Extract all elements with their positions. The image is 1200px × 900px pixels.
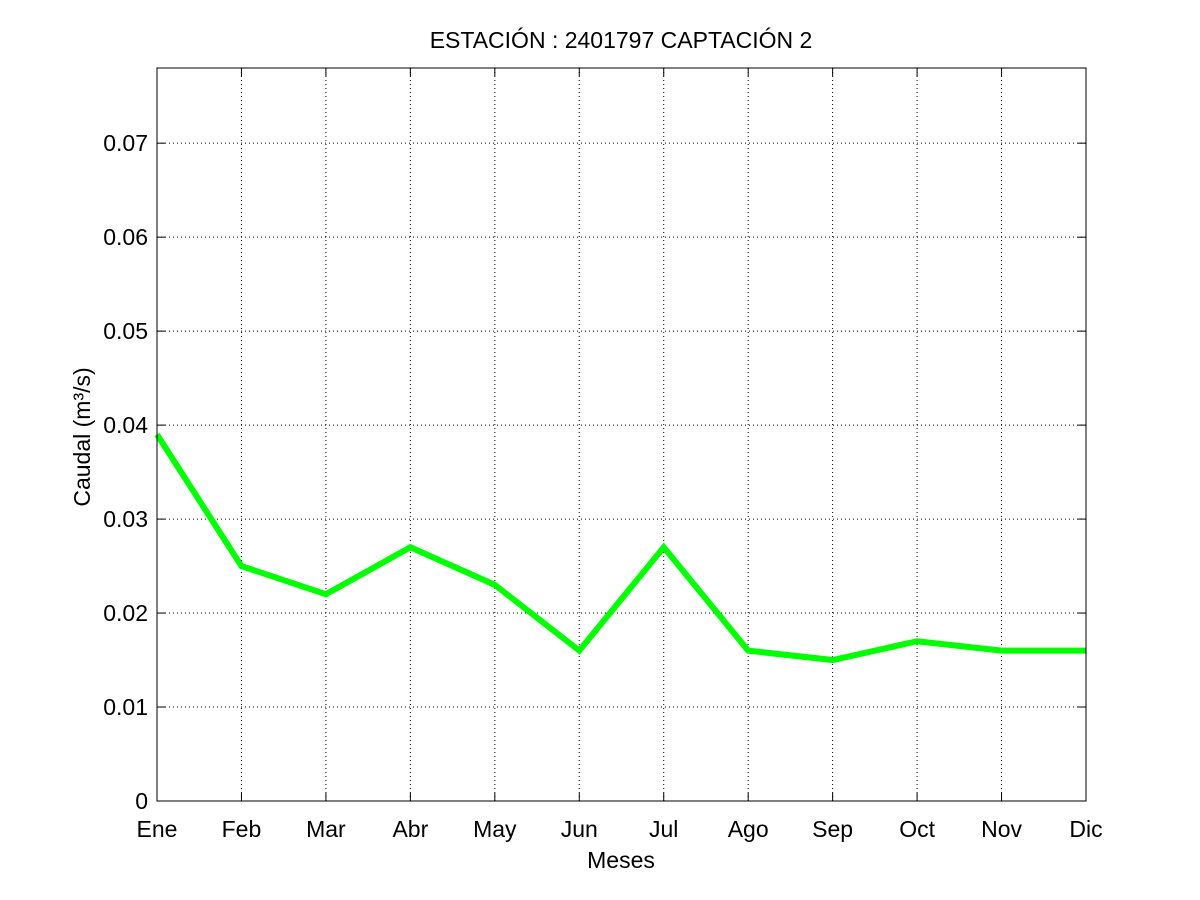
y-tick-label: 0 (135, 788, 148, 814)
y-axis-tick-labels: 0 0.01 0.02 0.03 0.04 0.05 0.06 0.07 (103, 130, 148, 814)
x-tick-label: Nov (981, 816, 1022, 842)
x-tick-label: Dic (1069, 816, 1102, 842)
y-tick-label: 0.07 (103, 130, 148, 156)
x-tick-label: Oct (899, 816, 935, 842)
grid-layer (157, 68, 1086, 801)
x-axis-title: Meses (587, 847, 655, 873)
y-tick-label: 0.05 (103, 318, 148, 344)
y-tick-label: 0.01 (103, 694, 148, 720)
y-tick-label: 0.06 (103, 224, 148, 250)
x-tick-label: Abr (392, 816, 428, 842)
x-tick-label: Ene (137, 816, 178, 842)
plot-frame (156, 67, 1087, 802)
x-axis-tick-labels: Ene Feb Mar Abr May Jun Jul Ago Sep Oct Nov Dic (137, 816, 1103, 842)
x-tick-label: Feb (222, 816, 262, 842)
series-layer (154, 432, 1086, 664)
y-tick-label: 0.04 (103, 412, 148, 438)
series-line (154, 432, 1086, 664)
x-tick-label: Mar (306, 816, 346, 842)
y-tick-label: 0.03 (103, 506, 148, 532)
x-tick-label: Sep (812, 816, 853, 842)
x-tick-label: May (473, 816, 517, 842)
y-tick-label: 0.02 (103, 600, 148, 626)
y-axis-title: Caudal (m³/s) (69, 367, 95, 506)
x-tick-label: Ago (728, 816, 769, 842)
tick-layer (156, 68, 1087, 802)
chart-title: ESTACIÓN : 2401797 CAPTACIÓN 2 (430, 27, 813, 53)
x-tick-label: Jun (561, 816, 598, 842)
x-tick-label: Jul (649, 816, 678, 842)
plot-area-background (157, 68, 1086, 801)
